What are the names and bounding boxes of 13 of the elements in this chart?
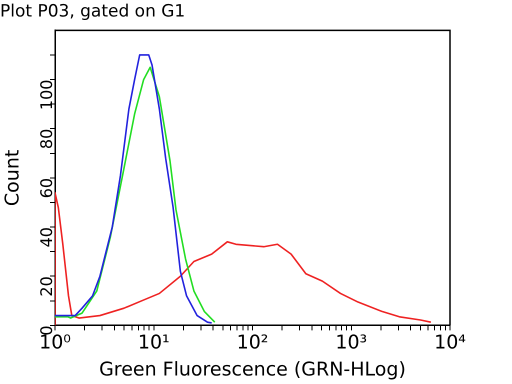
chart-title: Plot P03, gated on G1 <box>0 2 186 22</box>
y-tick-label: 20 <box>37 276 56 297</box>
x-axis-title: Green Fluorescence (GRN-HLog) <box>99 358 406 381</box>
y-tick-label: 0 <box>37 325 56 336</box>
x-tick-label: 10² <box>236 332 268 354</box>
x-tick-label: 10⁴ <box>434 332 466 354</box>
y-tick-label: 100 <box>37 80 56 110</box>
y-axis-title: Count <box>1 150 24 206</box>
y-tick-label: 40 <box>37 227 56 248</box>
y-tick-label: 80 <box>37 128 56 150</box>
y-tick-label: 60 <box>37 178 56 198</box>
x-tick-label: 10³ <box>335 332 368 354</box>
x-tick-label: 10¹ <box>138 332 170 354</box>
